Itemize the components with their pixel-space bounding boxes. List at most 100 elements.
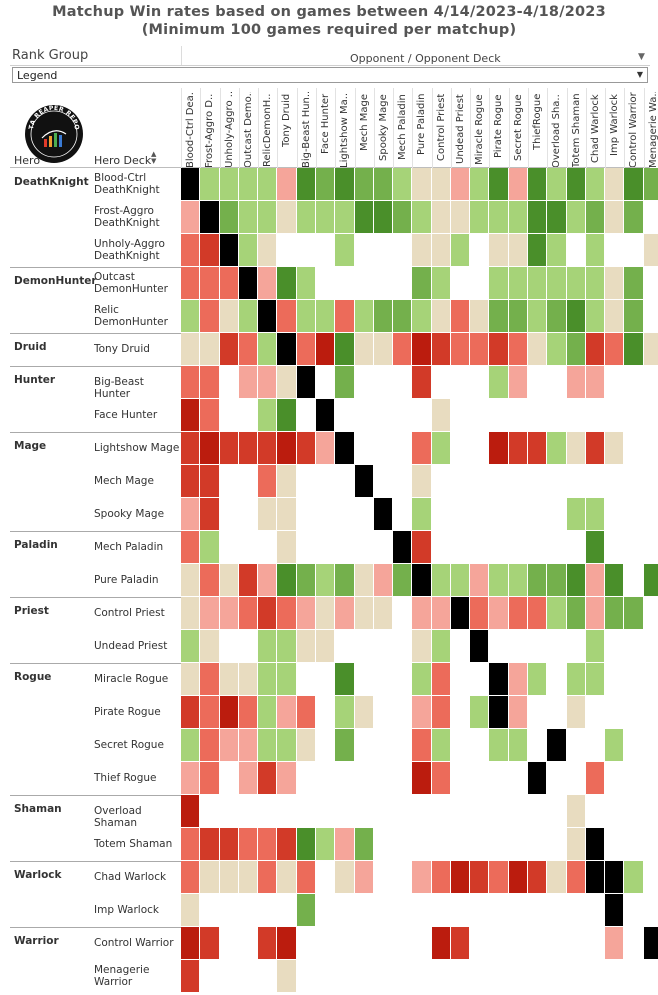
heatmap-cell[interactable] (374, 201, 393, 234)
heatmap-cell[interactable] (547, 234, 567, 267)
heatmap-cell[interactable] (181, 597, 200, 630)
heatmap-cell[interactable] (644, 234, 658, 267)
heatmap-cell[interactable] (297, 168, 316, 201)
heatmap-cell[interactable] (393, 531, 412, 564)
heatmap-cell[interactable] (567, 795, 586, 828)
heatmap-cell[interactable] (509, 333, 528, 366)
heatmap-cell[interactable] (335, 861, 355, 894)
heatmap-cell[interactable] (470, 861, 489, 894)
heatmap-cell[interactable] (181, 960, 200, 993)
heatmap-cell[interactable] (239, 168, 258, 201)
heatmap-cell[interactable] (393, 168, 412, 201)
heatmap-cell[interactable] (412, 630, 432, 663)
heatmap-cell[interactable] (335, 828, 355, 861)
heatmap-cell[interactable] (297, 597, 316, 630)
heatmap-cell[interactable] (200, 366, 220, 399)
heatmap-cell[interactable] (586, 597, 605, 630)
heatmap-cell[interactable] (432, 399, 451, 432)
heatmap-cell[interactable] (451, 234, 470, 267)
heatmap-cell[interactable] (451, 201, 470, 234)
heatmap-cell[interactable] (605, 894, 624, 927)
heatmap-cell[interactable] (258, 168, 277, 201)
heatmap-cell[interactable] (432, 300, 451, 333)
heatmap-cell[interactable] (335, 432, 355, 465)
heatmap-cell[interactable] (432, 333, 451, 366)
heatmap-cell[interactable] (316, 399, 335, 432)
heatmap-cell[interactable] (412, 333, 432, 366)
heatmap-cell[interactable] (432, 927, 451, 960)
heatmap-cell[interactable] (200, 399, 220, 432)
heatmap-cell[interactable] (181, 432, 200, 465)
heatmap-cell[interactable] (220, 168, 239, 201)
heatmap-cell[interactable] (567, 366, 586, 399)
heatmap-cell[interactable] (451, 927, 470, 960)
heatmap-cell[interactable] (470, 201, 489, 234)
heatmap-cell[interactable] (297, 894, 316, 927)
heatmap-cell[interactable] (412, 300, 432, 333)
heatmap-cell[interactable] (239, 729, 258, 762)
heatmap-cell[interactable] (297, 729, 316, 762)
heatmap-cell[interactable] (239, 432, 258, 465)
heatmap-cell[interactable] (528, 168, 547, 201)
heatmap-cell[interactable] (412, 465, 432, 498)
heatmap-cell[interactable] (412, 267, 432, 300)
heatmap-cell[interactable] (451, 168, 470, 201)
heatmap-cell[interactable] (239, 696, 258, 729)
heatmap-cell[interactable] (316, 564, 335, 597)
heatmap-cell[interactable] (220, 201, 239, 234)
heatmap-cell[interactable] (355, 465, 374, 498)
heatmap-cell[interactable] (277, 597, 297, 630)
hero-deck-column-header[interactable]: Hero Deck (94, 154, 152, 167)
heatmap-cell[interactable] (277, 564, 297, 597)
heatmap-cell[interactable] (547, 564, 567, 597)
heatmap-cell[interactable] (335, 597, 355, 630)
heatmap-cell[interactable] (297, 432, 316, 465)
heatmap-cell[interactable] (181, 399, 200, 432)
heatmap-cell[interactable] (297, 696, 316, 729)
heatmap-cell[interactable] (181, 663, 200, 696)
heatmap-cell[interactable] (239, 663, 258, 696)
heatmap-cell[interactable] (200, 630, 220, 663)
heatmap-cell[interactable] (432, 729, 451, 762)
heatmap-cell[interactable] (528, 564, 547, 597)
heatmap-cell[interactable] (567, 861, 586, 894)
heatmap-cell[interactable] (412, 663, 432, 696)
sort-icon[interactable]: ▲ ▼ (151, 150, 157, 165)
heatmap-cell[interactable] (509, 696, 528, 729)
heatmap-cell[interactable] (605, 432, 624, 465)
heatmap-cell[interactable] (547, 861, 567, 894)
heatmap-cell[interactable] (624, 333, 644, 366)
heatmap-cell[interactable] (509, 234, 528, 267)
heatmap-cell[interactable] (412, 861, 432, 894)
heatmap-cell[interactable] (567, 564, 586, 597)
heatmap-cell[interactable] (586, 432, 605, 465)
heatmap-cell[interactable] (220, 828, 239, 861)
heatmap-cell[interactable] (528, 300, 547, 333)
heatmap-cell[interactable] (412, 762, 432, 795)
heatmap-cell[interactable] (432, 696, 451, 729)
heatmap-cell[interactable] (316, 168, 335, 201)
heatmap-cell[interactable] (567, 597, 586, 630)
heatmap-cell[interactable] (220, 300, 239, 333)
heatmap-cell[interactable] (547, 729, 567, 762)
heatmap-cell[interactable] (297, 630, 316, 663)
heatmap-cell[interactable] (200, 729, 220, 762)
heatmap-cell[interactable] (509, 432, 528, 465)
heatmap-cell[interactable] (624, 300, 644, 333)
heatmap-cell[interactable] (586, 168, 605, 201)
heatmap-cell[interactable] (277, 300, 297, 333)
heatmap-cell[interactable] (432, 267, 451, 300)
heatmap-cell[interactable] (239, 300, 258, 333)
heatmap-cell[interactable] (374, 498, 393, 531)
heatmap-cell[interactable] (432, 201, 451, 234)
heatmap-cell[interactable] (297, 333, 316, 366)
heatmap-cell[interactable] (412, 729, 432, 762)
heatmap-cell[interactable] (412, 201, 432, 234)
heatmap-cell[interactable] (509, 729, 528, 762)
heatmap-cell[interactable] (547, 201, 567, 234)
heatmap-cell[interactable] (258, 465, 277, 498)
heatmap-cell[interactable] (489, 597, 509, 630)
heatmap-cell[interactable] (220, 729, 239, 762)
heatmap-cell[interactable] (200, 531, 220, 564)
heatmap-cell[interactable] (509, 366, 528, 399)
